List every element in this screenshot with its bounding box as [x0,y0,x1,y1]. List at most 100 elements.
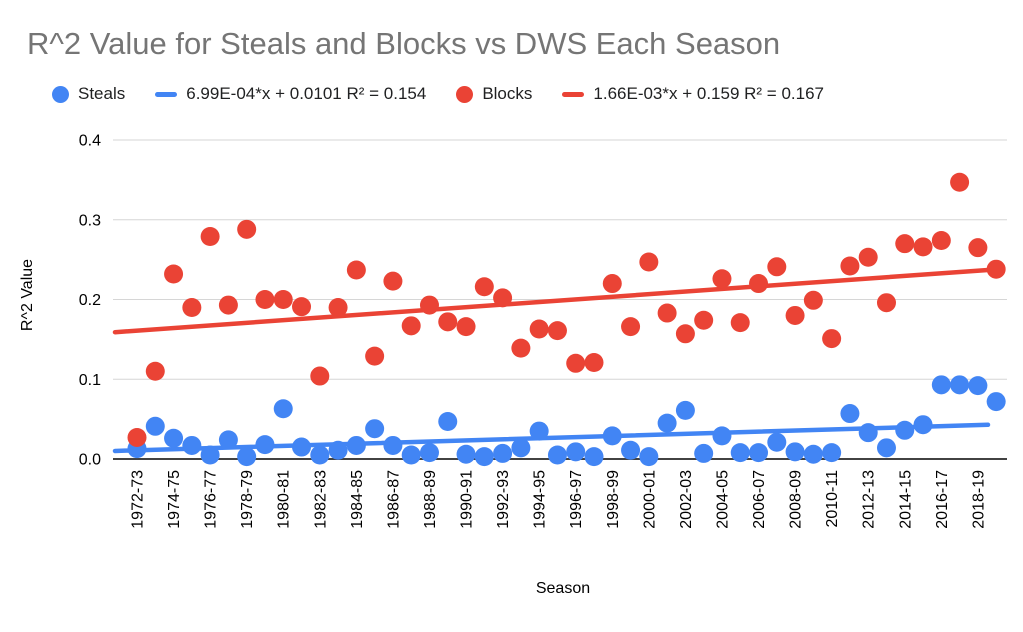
data-point-blocks[interactable] [493,288,513,308]
data-point-steals[interactable] [401,445,421,465]
data-point-blocks[interactable] [328,297,348,317]
data-point-blocks[interactable] [621,317,641,337]
data-point-steals[interactable] [840,404,860,424]
data-point-steals[interactable] [767,432,787,452]
trendline-blocks[interactable] [112,267,991,335]
legend-item-steals[interactable]: Steals [52,84,125,104]
legend-item-blocks[interactable]: Blocks [456,84,532,104]
data-point-blocks[interactable] [712,269,732,289]
data-point-steals[interactable] [273,399,293,419]
data-point-blocks[interactable] [913,237,933,257]
data-point-steals[interactable] [566,442,586,462]
data-point-steals[interactable] [621,440,641,460]
data-point-steals[interactable] [785,442,805,462]
data-point-steals[interactable] [255,435,275,455]
data-point-steals[interactable] [968,376,988,396]
data-point-steals[interactable] [675,400,695,420]
data-point-steals[interactable] [730,443,750,463]
data-point-steals[interactable] [292,437,312,457]
data-point-steals[interactable] [657,413,677,433]
data-point-blocks[interactable] [164,264,184,284]
data-point-blocks[interactable] [511,338,531,358]
data-point-blocks[interactable] [529,319,549,339]
data-point-blocks[interactable] [858,247,878,267]
data-point-steals[interactable] [456,444,476,464]
data-point-steals[interactable] [200,445,220,465]
data-point-blocks[interactable] [895,234,915,254]
data-point-steals[interactable] [602,426,622,446]
data-point-steals[interactable] [749,443,769,463]
data-point-steals[interactable] [913,415,933,435]
data-point-blocks[interactable] [127,427,147,447]
data-point-blocks[interactable] [237,219,257,239]
data-point-blocks[interactable] [730,313,750,333]
data-point-blocks[interactable] [931,230,951,250]
data-point-steals[interactable] [694,443,714,463]
data-point-blocks[interactable] [145,361,165,381]
data-point-blocks[interactable] [749,274,769,294]
data-point-steals[interactable] [310,445,330,465]
legend-item-steals-trendline[interactable]: 6.99E-04*x + 0.0101 R² = 0.154 [155,84,426,104]
data-point-blocks[interactable] [401,316,421,336]
data-point-steals[interactable] [986,392,1006,412]
data-point-steals[interactable] [438,412,458,432]
data-point-blocks[interactable] [200,226,220,246]
data-point-steals[interactable] [529,421,549,441]
data-point-steals[interactable] [164,428,184,448]
data-point-blocks[interactable] [602,274,622,294]
data-point-steals[interactable] [218,430,238,450]
data-point-steals[interactable] [803,444,823,464]
data-point-blocks[interactable] [639,252,659,272]
data-point-blocks[interactable] [822,329,842,349]
data-point-steals[interactable] [346,435,366,455]
data-point-blocks[interactable] [803,290,823,310]
data-point-steals[interactable] [365,419,385,439]
data-point-steals[interactable] [237,447,257,467]
data-point-blocks[interactable] [218,295,238,315]
data-point-blocks[interactable] [456,317,476,337]
data-point-blocks[interactable] [182,297,202,317]
data-point-blocks[interactable] [383,271,403,291]
data-point-steals[interactable] [639,447,659,467]
data-point-blocks[interactable] [986,259,1006,279]
data-point-steals[interactable] [419,443,439,463]
data-point-steals[interactable] [822,443,842,463]
data-point-steals[interactable] [328,440,348,460]
data-point-steals[interactable] [931,375,951,395]
data-point-blocks[interactable] [675,324,695,344]
data-point-blocks[interactable] [950,172,970,192]
data-point-blocks[interactable] [785,305,805,325]
data-point-blocks[interactable] [273,290,293,309]
data-point-steals[interactable] [145,416,165,436]
data-point-steals[interactable] [858,423,878,443]
data-point-steals[interactable] [383,435,403,455]
data-point-blocks[interactable] [840,256,860,276]
data-point-steals[interactable] [876,438,896,458]
data-point-steals[interactable] [547,445,567,465]
legend-item-blocks-trendline[interactable]: 1.66E-03*x + 0.159 R² = 0.167 [562,84,824,104]
data-point-blocks[interactable] [694,310,714,330]
data-point-blocks[interactable] [767,257,787,277]
data-point-blocks[interactable] [438,312,458,332]
data-point-blocks[interactable] [419,295,439,315]
data-point-blocks[interactable] [657,303,677,323]
data-point-blocks[interactable] [365,346,385,366]
data-point-blocks[interactable] [346,260,366,280]
data-point-blocks[interactable] [292,297,312,317]
data-point-steals[interactable] [511,438,531,458]
data-point-steals[interactable] [584,447,604,467]
data-point-blocks[interactable] [566,353,586,373]
data-point-blocks[interactable] [876,293,896,313]
data-point-steals[interactable] [182,435,202,455]
data-point-blocks[interactable] [968,238,988,258]
data-point-blocks[interactable] [584,353,604,373]
data-point-steals[interactable] [474,447,494,467]
data-point-steals[interactable] [712,426,732,446]
trendline-steals[interactable] [112,422,991,454]
data-point-blocks[interactable] [310,366,330,386]
data-point-blocks[interactable] [255,290,275,309]
data-point-blocks[interactable] [547,321,567,341]
data-point-steals[interactable] [493,443,513,463]
data-point-steals[interactable] [895,420,915,440]
data-point-blocks[interactable] [474,277,494,297]
